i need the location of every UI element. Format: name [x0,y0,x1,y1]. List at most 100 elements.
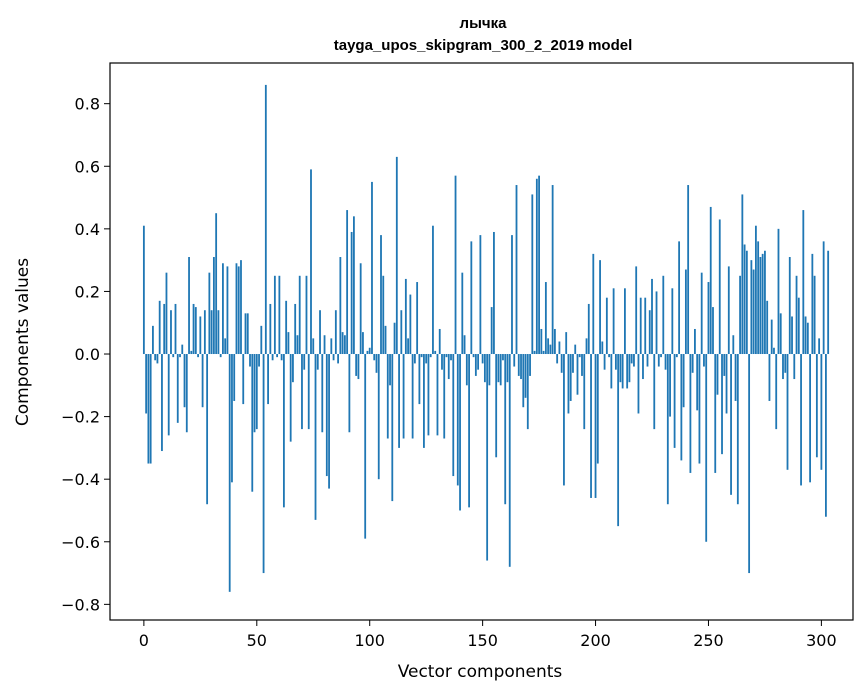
bar [407,338,410,355]
bar [307,354,310,430]
x-axis: 0 50 100 150 200 250 300 [139,620,837,650]
bar [497,354,500,383]
bar [800,354,802,486]
bar [675,354,678,358]
bar [341,332,344,355]
bar [775,354,778,430]
bar [398,354,400,448]
bar [402,354,405,439]
bar [334,310,337,355]
bar [533,350,536,355]
bar [617,354,620,527]
bar [576,354,579,395]
x-tick-label: 100 [354,631,385,650]
x-tick-label: 0 [139,631,149,650]
bar [709,206,712,355]
bar [522,354,525,408]
bar [285,300,288,355]
bar [669,354,671,417]
bar [646,354,649,367]
bar [479,235,482,355]
bar [337,354,339,364]
bar [815,354,818,458]
bar [612,288,615,355]
bar [452,354,455,477]
bar [294,303,297,355]
bar [743,244,746,355]
bar [513,354,516,367]
bar [201,354,204,408]
bar [276,354,279,358]
bar [664,354,667,370]
bar [235,263,238,355]
bar [443,354,446,439]
bar [418,354,421,405]
bar [389,354,391,386]
bar [506,354,509,383]
bar [601,341,604,355]
bar [409,294,412,355]
bar [330,338,333,355]
bar [511,235,513,355]
bar [809,354,811,483]
bar [199,316,202,355]
bar [395,156,398,355]
bar [754,225,757,355]
bar [793,354,796,380]
plot-frame [109,62,854,621]
bar [599,260,601,355]
bar [292,354,294,383]
bar [642,354,644,380]
bar [788,257,791,355]
bar [441,354,443,370]
bar [332,354,335,361]
bar [626,354,629,389]
bar [660,354,662,358]
bar [581,354,583,376]
bar [818,338,821,355]
bar [671,288,674,355]
bar [260,325,263,355]
bar [194,307,197,355]
bar [587,303,590,355]
bar [348,354,351,433]
bar [228,354,231,592]
bar [567,354,570,414]
bar [718,219,721,355]
bar [585,338,588,355]
bar [813,275,816,355]
y-axis: −0.8 −0.6 −0.4 −0.2 0.0 0.2 0.4 0.6 0.8 [61,95,110,614]
bar [296,335,299,355]
bar [825,354,827,517]
bar [142,225,145,355]
bar [368,347,371,355]
bar [759,257,762,355]
x-tick-label: 150 [467,631,498,650]
bar [698,354,701,464]
y-tick-label: 0.4 [75,220,100,239]
bar [547,338,550,355]
bar [244,313,247,355]
bar [170,310,172,355]
bar [590,354,592,498]
bar [255,354,258,430]
bar [474,354,477,376]
bar [212,257,215,355]
bar [502,354,504,361]
bar [364,354,367,539]
bar [603,354,606,370]
bar [490,307,493,355]
bar [242,354,245,405]
bar [423,354,425,448]
bar [499,354,502,386]
bar [574,344,577,355]
bar [386,354,389,439]
bar [321,354,324,433]
bar [768,354,771,401]
bar [594,354,597,498]
bar [416,282,419,355]
bar [716,354,719,395]
bar [553,328,556,355]
bar [531,194,534,355]
x-tick-label: 200 [580,631,611,650]
